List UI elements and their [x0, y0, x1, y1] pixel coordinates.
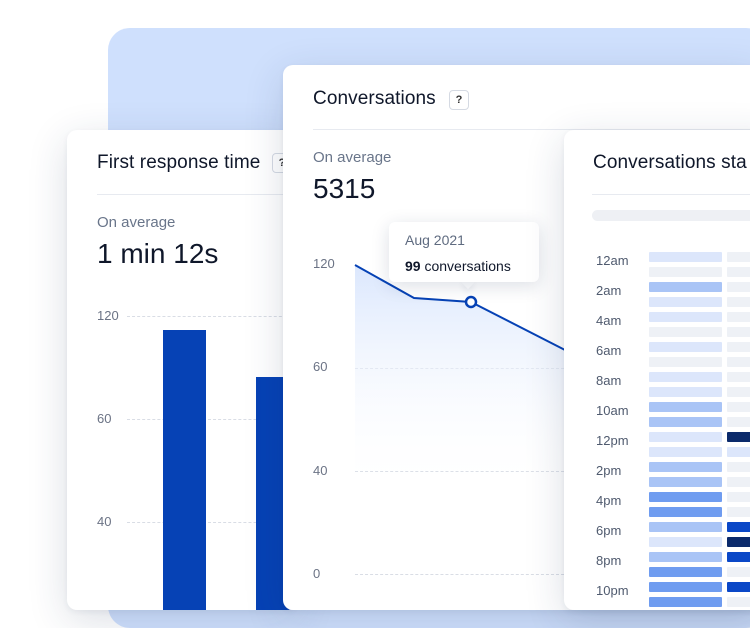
heatmap-cell	[649, 417, 722, 427]
y-tick-label: 60	[97, 411, 112, 426]
heatmap-cell	[727, 312, 750, 322]
hour-label: 6pm	[596, 523, 622, 538]
heatmap-cell	[649, 312, 722, 322]
conversations-stats-card: Conversations sta 12am 2am 4am 6am 8am 1…	[564, 130, 750, 610]
hour-label: 12pm	[596, 433, 629, 448]
heatmap-cell	[649, 357, 722, 367]
tooltip-unit: conversations	[424, 258, 511, 274]
heatmap-cell	[649, 342, 722, 352]
heatmap-cell	[649, 447, 722, 457]
help-icon[interactable]: ?	[449, 90, 469, 110]
hour-label: 12am	[596, 253, 629, 268]
hour-label: 4am	[596, 313, 622, 328]
heatmap-cell	[727, 282, 750, 292]
heatmap-cell	[649, 492, 722, 502]
heatmap-cell	[727, 462, 750, 472]
heatmap-cell	[649, 402, 722, 412]
heatmap-cell	[727, 267, 750, 277]
heatmap-cell	[649, 552, 722, 562]
heatmap-cell	[727, 252, 750, 262]
conversations-line-chart	[354, 264, 566, 495]
hour-label: 4pm	[596, 493, 622, 508]
heatmap-cell	[649, 537, 722, 547]
hour-label: 2am	[596, 283, 622, 298]
average-value: 5315	[313, 173, 376, 204]
tooltip-value: 99 conversations	[405, 258, 511, 274]
series-line	[354, 264, 566, 351]
average-value: 1 min 12s	[97, 238, 219, 269]
hour-label: 8am	[596, 373, 622, 388]
highlight-point	[464, 295, 478, 309]
heatmap-cell	[727, 402, 750, 412]
heatmap-cell	[649, 372, 722, 382]
heatmap-cell	[727, 567, 750, 577]
skeleton-bar	[592, 210, 742, 221]
heatmap-cell	[649, 282, 722, 292]
area-fill	[355, 265, 565, 495]
heatmap-cell	[727, 372, 750, 382]
card-title: Conversations	[313, 88, 436, 109]
heatmap-cell	[727, 507, 750, 517]
heatmap-cell	[727, 327, 750, 337]
chart-bar[interactable]	[163, 330, 206, 610]
heatmap-cell	[727, 357, 750, 367]
skeleton-bar	[726, 210, 750, 221]
card-title: Conversations sta	[593, 152, 747, 173]
heatmap-cell	[649, 297, 722, 307]
heatmap-cell	[727, 582, 750, 592]
hour-label: 8pm	[596, 553, 622, 568]
y-tick-label: 40	[97, 514, 112, 529]
y-tick-label: 120	[97, 308, 119, 323]
first-response-time-card: First response time ? On average 1 min 1…	[67, 130, 297, 610]
heatmap-cell	[727, 432, 750, 442]
heatmap-cell	[727, 552, 750, 562]
data-tooltip: Aug 2021 99 conversations	[389, 222, 539, 282]
heatmap-cell	[727, 447, 750, 457]
average-label: On average	[97, 214, 176, 231]
heatmap-cell	[649, 582, 722, 592]
heatmap-cell	[649, 267, 722, 277]
gridline	[127, 522, 297, 523]
heatmap-cell	[727, 522, 750, 532]
hour-label: 10am	[596, 403, 629, 418]
heatmap-cell	[727, 477, 750, 487]
heatmap-cell	[649, 432, 722, 442]
heatmap-cell	[727, 342, 750, 352]
hour-label: 10pm	[596, 583, 629, 598]
y-tick-label: 60	[313, 359, 328, 374]
tooltip-count: 99	[405, 258, 421, 274]
heatmap-cell	[649, 477, 722, 487]
gridline	[127, 419, 297, 420]
heatmap-cell	[649, 462, 722, 472]
divider	[592, 194, 750, 195]
heatmap-cell	[649, 252, 722, 262]
gridline	[127, 316, 297, 317]
hour-label: 6am	[596, 343, 622, 358]
heatmap-cell	[649, 387, 722, 397]
divider	[313, 129, 750, 130]
heatmap-cell	[649, 327, 722, 337]
y-tick-label: 120	[313, 256, 335, 271]
tooltip-date: Aug 2021	[405, 232, 465, 248]
heatmap-cell	[727, 387, 750, 397]
y-tick-label: 40	[313, 463, 328, 478]
heatmap-cell	[727, 417, 750, 427]
average-label: On average	[313, 149, 392, 166]
heatmap-cell	[649, 597, 722, 607]
divider	[97, 194, 297, 195]
heatmap-cell	[649, 522, 722, 532]
heatmap-cell	[649, 507, 722, 517]
gridline	[355, 574, 750, 575]
hour-label: 2pm	[596, 463, 622, 478]
heatmap-cell	[727, 537, 750, 547]
heatmap-cell	[649, 567, 722, 577]
heatmap-cell	[727, 492, 750, 502]
card-title: First response time	[97, 152, 261, 173]
heatmap-cell	[727, 297, 750, 307]
heatmap-cell	[727, 597, 750, 607]
y-tick-label: 0	[313, 566, 321, 581]
